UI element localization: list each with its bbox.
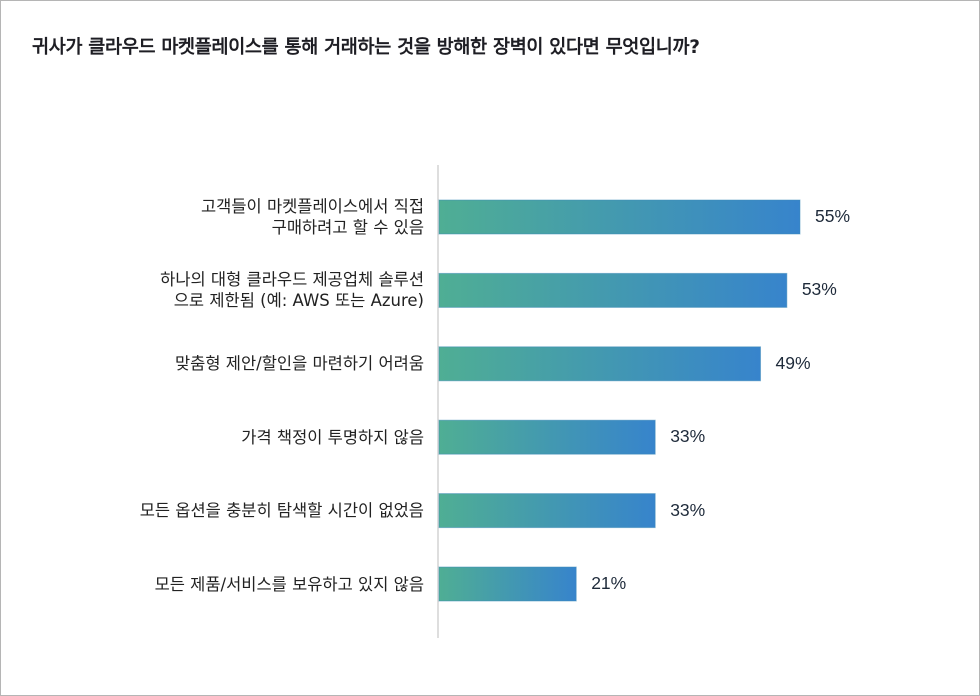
category-label: 가격 책정이 투명하지 않음 [241,427,424,447]
data-label: 49% [775,352,811,373]
chart-title: 귀사가 클라우드 마켓플레이스를 통해 거래하는 것을 방해한 장벽이 있다면 … [32,37,700,58]
category-label: 하나의 대형 클라우드 제공업체 솔루션 으로 제한됨 (예: AWS 또는 A… [160,270,424,311]
bar [438,346,762,382]
data-label: 21% [591,573,627,593]
category-label: 맞춤형 제안/할인을 마련하기 어려움 [175,354,424,374]
data-label: 53% [801,279,837,300]
bar [438,493,656,529]
data-label: 55% [815,206,851,226]
bar [438,199,801,235]
data-label: 33% [670,426,706,447]
bar [438,566,577,602]
category-label: 모든 옵션을 충분히 탐색할 시간이 없었음 [139,501,424,521]
data-label: 33% [670,499,706,520]
category-label: 고객들이 마켓플레이스에서 직접 구매하려고 할 수 있음 [200,197,424,237]
bar [438,272,788,308]
bar [438,419,656,455]
category-label: 모든 제품/서비스를 보유하고 있지 않음 [154,574,424,594]
